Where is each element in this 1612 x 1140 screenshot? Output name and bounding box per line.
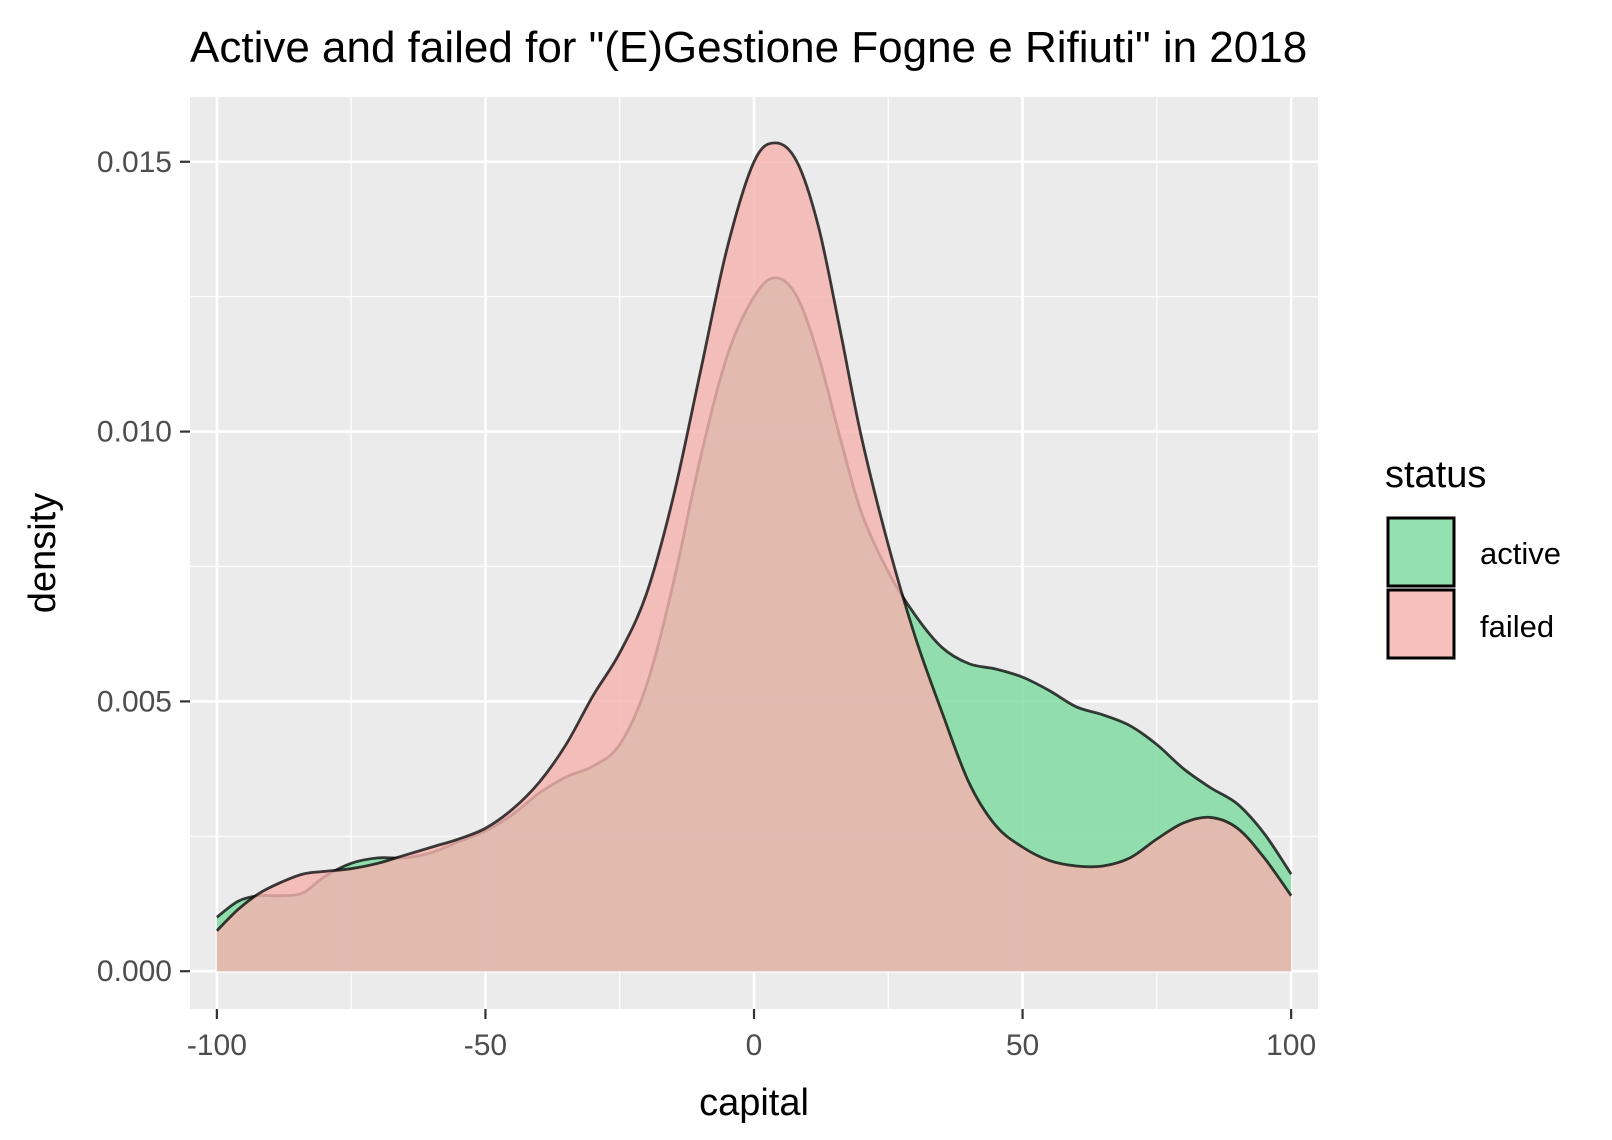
legend-key-failed (1386, 588, 1456, 660)
density-area-failed (216, 142, 1292, 972)
legend: status active failed (1385, 454, 1561, 660)
y-tick-label: 0.010 (97, 416, 172, 449)
x-tick-label: -100 (187, 1029, 247, 1062)
y-axis: 0.000 0.005 0.010 0.015 (97, 146, 190, 988)
y-tick-label: 0.000 (97, 955, 172, 988)
x-tick-label: -50 (464, 1029, 507, 1062)
x-tick-label: 50 (1006, 1029, 1039, 1062)
density-areas (215, 141, 1293, 972)
y-axis-title: density (22, 493, 64, 613)
y-tick-label: 0.005 (97, 685, 172, 718)
x-axis-title: capital (699, 1082, 809, 1124)
legend-label-active: active (1480, 536, 1561, 571)
chart-title: Active and failed for "(E)Gestione Fogne… (190, 23, 1307, 72)
legend-title: status (1385, 454, 1486, 496)
x-tick-label: 100 (1266, 1029, 1316, 1062)
x-axis: -100 -50 0 50 100 (187, 1009, 1316, 1062)
legend-label-failed: failed (1480, 609, 1554, 644)
x-tick-label: 0 (746, 1029, 763, 1062)
y-tick-label: 0.015 (97, 146, 172, 179)
legend-key-active (1386, 516, 1456, 588)
density-line-failed (215, 141, 1293, 932)
